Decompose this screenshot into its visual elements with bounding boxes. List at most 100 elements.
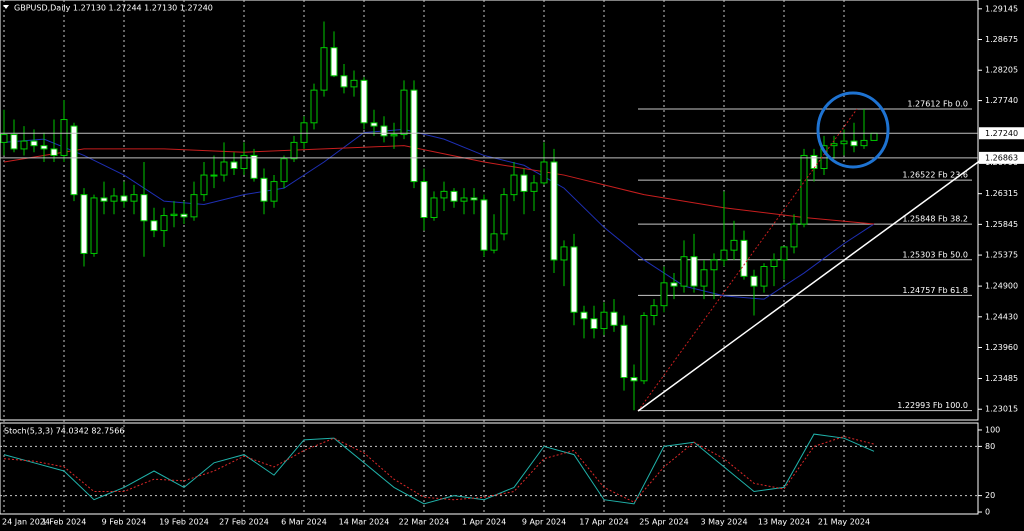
candle-body [50, 148, 58, 156]
candle-body [370, 122, 378, 127]
candle-body [850, 140, 858, 147]
x-tick-label: 13 May 2024 [758, 518, 810, 527]
y-tick-label: 1.24430 [985, 312, 1018, 321]
candle-body [120, 195, 128, 202]
candle-body [0, 134, 8, 143]
candle-body [820, 145, 828, 170]
candle-body [800, 154, 808, 225]
indicator-pane [0, 422, 979, 515]
indicator-tick-label: 0 [985, 508, 990, 517]
indicator-tick-label: 20 [985, 491, 995, 500]
x-tick-label: 1 Apr 2024 [462, 518, 506, 527]
candle-body [680, 256, 688, 287]
candle-body [70, 125, 78, 196]
fib-label: 1.25848 Fb 38.2 [902, 215, 968, 224]
trend-line [637, 156, 986, 412]
candle-body [460, 197, 468, 202]
candle-body [100, 197, 108, 202]
y-tick-label: 1.26315 [985, 189, 1018, 198]
y-tick-label: 1.25845 [985, 220, 1018, 229]
candle-body [260, 177, 268, 202]
candle-body [690, 256, 698, 287]
x-tick-label: 1 Feb 2024 [42, 518, 87, 527]
candle-body [610, 311, 618, 326]
candle-body [750, 275, 758, 287]
fib-label: 1.27612 Fb 0.0 [907, 99, 968, 108]
indicator-tick-label: 100 [985, 425, 1000, 434]
candle-body [110, 195, 118, 202]
candle-body [870, 132, 878, 141]
candle-body [40, 145, 48, 150]
x-tick-label: 3 May 2024 [700, 518, 747, 527]
x-tick-label: 19 Feb 2024 [159, 518, 209, 527]
candle-body [550, 161, 558, 261]
candle-body [220, 161, 228, 176]
candle-body [230, 161, 238, 170]
candle-body [90, 197, 98, 254]
candle-body [380, 125, 388, 137]
x-tick-label: 24 Jan 2024 [2, 518, 50, 527]
candle-body [20, 140, 28, 150]
candle-body [530, 182, 538, 192]
price-label: 1.26863 [985, 153, 1018, 162]
x-tick-label: 17 Apr 2024 [579, 518, 628, 527]
stochastic-line [3, 433, 875, 505]
x-tick-label: 6 Mar 2024 [281, 518, 327, 527]
candle-body [160, 215, 168, 232]
candle-body [140, 194, 148, 222]
candle-body [650, 305, 658, 316]
y-tick-label: 1.27740 [985, 96, 1018, 105]
candle-body [780, 246, 788, 261]
candle-body [240, 154, 248, 170]
x-tick-label: 14 Mar 2024 [339, 518, 390, 527]
y-tick-label: 1.28675 [985, 35, 1018, 44]
candle-body [350, 79, 358, 88]
candle-body [320, 47, 328, 91]
candle-body [280, 158, 288, 183]
candle-body [580, 311, 588, 320]
candle-body [770, 259, 778, 268]
fib-label: 1.22993 Fb 100.0 [897, 401, 968, 410]
x-tick-label: 9 Feb 2024 [102, 518, 147, 527]
candle-body [250, 154, 258, 179]
y-tick-label: 1.23960 [985, 343, 1018, 352]
grid [0, 0, 978, 514]
candle-body [840, 140, 848, 145]
candle-body [740, 239, 748, 277]
candle-body [480, 199, 488, 251]
candle-body [730, 239, 738, 251]
candle-body [410, 89, 418, 183]
candle-body [310, 89, 318, 124]
price-box [979, 127, 1024, 140]
candle-body [30, 140, 38, 147]
candle-body [540, 161, 548, 184]
candle-body [760, 266, 768, 287]
x-tick-label: 22 Mar 2024 [399, 518, 450, 527]
candle-body [200, 174, 208, 196]
highlight-circle [816, 91, 890, 169]
candle-body [600, 311, 608, 330]
x-tick-label: 27 Feb 2024 [219, 518, 269, 527]
price-label: 1.27240 [985, 129, 1018, 138]
candle-body [490, 233, 498, 251]
candle-body [270, 181, 278, 202]
candle-body [300, 122, 308, 143]
candle-body [430, 197, 438, 219]
candle-body [440, 190, 448, 199]
candle-body [190, 194, 198, 218]
candle-body [710, 259, 718, 271]
candle-body [330, 47, 338, 77]
candle-body [80, 194, 88, 254]
chart-title: GBPUSD,Daily 1.27130 1.27244 1.27130 1.2… [14, 4, 213, 13]
x-tick-label: 21 May 2024 [818, 518, 870, 527]
candle-body [590, 318, 598, 330]
candle-body [290, 141, 298, 160]
candle-body [420, 181, 428, 219]
candle-body [520, 174, 528, 192]
candle-body [470, 197, 478, 201]
y-tick-label: 1.28205 [985, 66, 1018, 75]
candle-body [180, 213, 188, 218]
